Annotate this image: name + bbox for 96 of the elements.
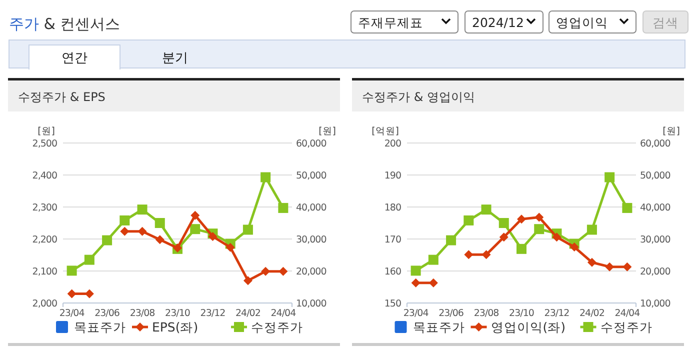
x-tick-label: 24/02 — [236, 308, 261, 319]
legend-label: 영업이익(좌) — [490, 319, 566, 334]
point — [516, 244, 526, 254]
legend-label: EPS(좌) — [152, 319, 198, 334]
y-tick-label: 160 — [384, 266, 402, 278]
legend-label: 수정주가 — [600, 319, 652, 334]
x-tick-label: 24/04 — [270, 308, 296, 319]
y2-tick-label: 40,000 — [640, 202, 671, 214]
y-tick-label: 2,000 — [32, 298, 58, 310]
point — [534, 212, 544, 222]
point — [410, 266, 421, 276]
x-tick-label: 23/04 — [403, 308, 429, 319]
y2-tick-label: 50,000 — [296, 170, 327, 182]
x-tick-label: 23/08 — [130, 308, 156, 319]
point — [464, 250, 474, 260]
legend-label: 목표주가 — [74, 319, 126, 334]
point — [137, 204, 148, 215]
point — [242, 224, 253, 235]
y2-tick-label: 20,000 — [296, 266, 327, 278]
y-tick-label: 190 — [384, 170, 402, 182]
point — [534, 224, 544, 234]
point — [446, 235, 456, 246]
y-tick-label: 2,100 — [32, 266, 58, 278]
point — [498, 218, 509, 228]
legend-label: 수정주가 — [251, 319, 303, 334]
point — [243, 276, 252, 286]
y-tick-label: 170 — [384, 234, 402, 246]
point — [481, 204, 492, 215]
point — [428, 254, 438, 265]
x-tick-label: 24/02 — [580, 308, 605, 319]
y2-axis-title: [원] — [662, 126, 680, 137]
x-tick-label: 23/06 — [438, 308, 464, 319]
point — [570, 242, 579, 252]
y2-tick-label: 60,000 — [296, 138, 327, 150]
point — [208, 232, 218, 241]
y-tick-label: 200 — [384, 138, 402, 150]
point — [278, 202, 288, 213]
point — [622, 202, 632, 213]
legend-label: 목표주가 — [412, 319, 465, 334]
y2-tick-label: 60,000 — [640, 138, 671, 150]
text: 주재무제표 — [358, 15, 423, 30]
point — [190, 224, 200, 234]
point — [260, 172, 271, 182]
x-tick-label: 23/12 — [544, 308, 570, 319]
x-tick-label: 24/04 — [614, 308, 640, 319]
text: 분기 — [162, 51, 188, 66]
x-tick-label: 23/10 — [165, 308, 190, 319]
y2-tick-label: 10,000 — [640, 298, 671, 310]
x-tick-label: 23/06 — [94, 308, 120, 319]
x-tick-label: 23/08 — [474, 308, 500, 319]
y-tick-label: 180 — [384, 202, 402, 214]
point — [120, 215, 130, 226]
y-axis-title: [억원] — [372, 126, 399, 137]
point — [586, 224, 597, 235]
point — [411, 278, 420, 288]
y2-tick-label: 10,000 — [296, 298, 327, 310]
y-axis-title: [원] — [38, 126, 55, 137]
text: 검색 — [652, 15, 678, 30]
y2-tick-label: 30,000 — [640, 234, 671, 246]
point — [138, 226, 147, 236]
x-tick-label: 23/12 — [200, 308, 226, 319]
y-tick-label: 2,500 — [32, 138, 58, 150]
y2-tick-label: 20,000 — [640, 266, 671, 278]
text: 2024/12 — [472, 15, 524, 30]
point — [278, 266, 288, 276]
chart-title: 수정주가 & 영업이익 — [362, 90, 475, 104]
point — [604, 172, 615, 182]
y-tick-label: 2,300 — [32, 202, 58, 214]
point — [499, 232, 508, 242]
y2-tick-label: 50,000 — [640, 170, 671, 182]
point — [622, 262, 632, 272]
point — [190, 210, 200, 220]
y2-tick-label: 40,000 — [296, 202, 327, 214]
point — [66, 266, 77, 276]
y2-axis-title: [원] — [318, 126, 336, 137]
chart-title: 수정주가 & EPS — [18, 90, 106, 104]
point — [102, 235, 112, 246]
y2-tick-label: 30,000 — [296, 234, 327, 246]
point — [552, 232, 562, 242]
point — [482, 250, 491, 260]
point — [464, 215, 474, 226]
point — [154, 218, 165, 228]
point — [226, 242, 235, 252]
text: 영업이익 — [556, 15, 608, 30]
x-tick-label: 23/04 — [59, 308, 85, 319]
point — [120, 226, 130, 236]
y-tick-label: 2,200 — [32, 234, 58, 246]
x-tick-label: 23/10 — [509, 308, 534, 319]
point — [155, 235, 164, 244]
point — [517, 214, 526, 224]
text: 주가 & 컨센서스 — [9, 15, 120, 33]
y-tick-label: 150 — [384, 298, 402, 310]
text: 연간 — [62, 51, 88, 66]
point — [587, 258, 596, 267]
point — [84, 254, 94, 265]
y-tick-label: 2,400 — [32, 170, 58, 182]
